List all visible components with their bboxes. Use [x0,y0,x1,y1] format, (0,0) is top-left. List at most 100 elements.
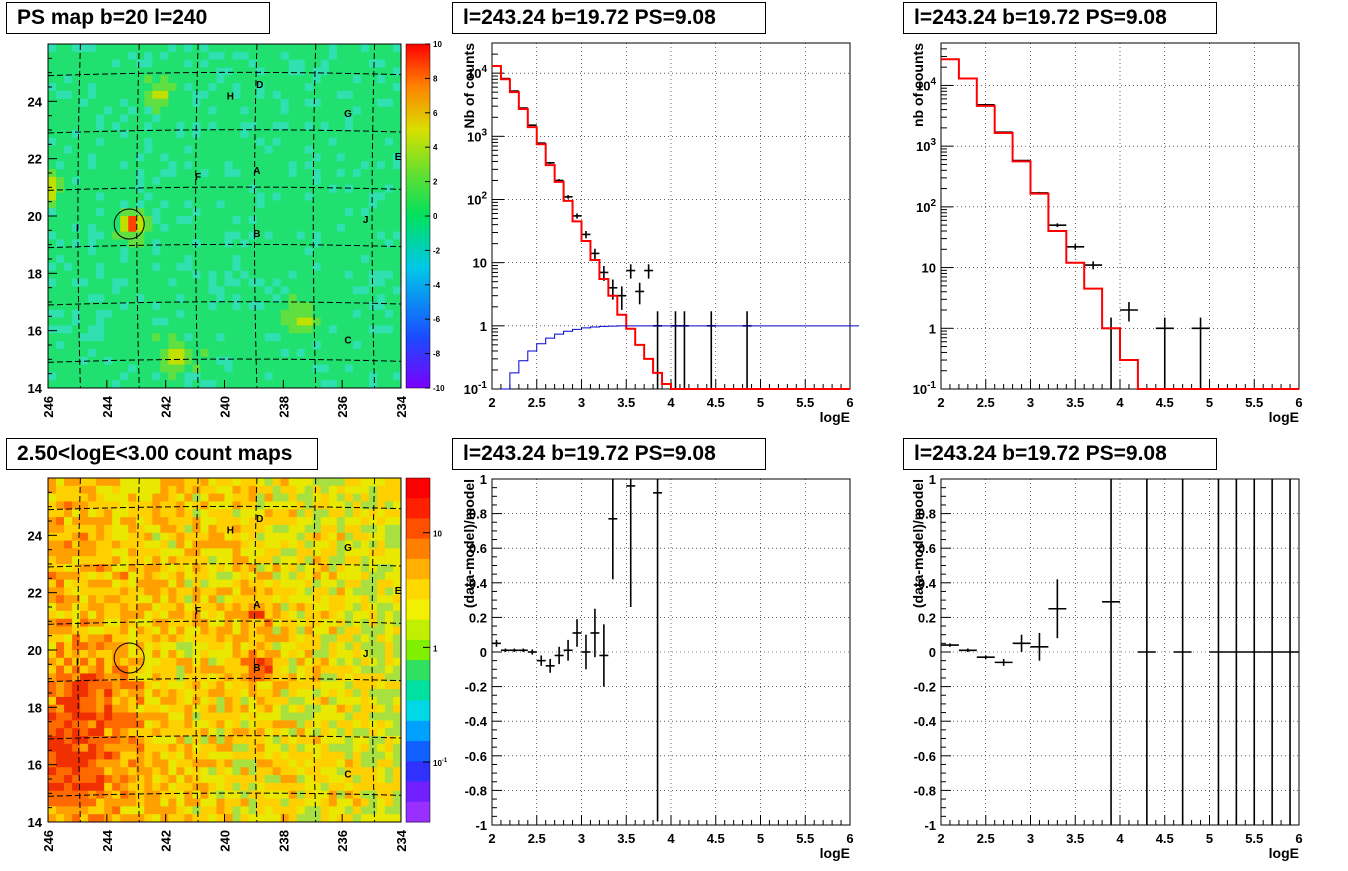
count-map-source-B: B [253,663,260,674]
count-map-xtick: 236 [335,830,350,852]
spectrum-left: 2 2.5 3 3.5 4 4.5 5 5.5 6 10-1 1 10 102 103 104 logE Nb … [461,42,859,425]
spectrum-left-title: l=243.24 b=19.72 PS=9.08 [452,2,766,34]
ps-map-ytick: 14 [28,381,43,396]
residual-right-ytick: -0.4 [914,714,937,729]
count-map-ytick: 20 [28,643,42,658]
residual-left-ytick: 0 [480,645,487,660]
spectrum-right-model-line [941,58,1299,390]
spectrum-left-model-line [492,64,850,390]
residual-right-ytick: -0.2 [914,680,936,695]
count-map: 246 244 242 240 238 236 234 14 16 18 20 22 24 D H G E F A I… [28,477,448,852]
ps-map-ytick: 20 [28,209,42,224]
residual-right-data-point [1012,634,1031,652]
spectrum-left-data-point [626,264,636,279]
residual-right-xtick: 3 [1027,831,1034,846]
residual-right-ytick: 0 [929,645,936,660]
ps-map-xtick: 244 [100,395,115,417]
residual-right-xtick: 4 [1116,831,1124,846]
spectrum-right-data-point [1084,261,1103,270]
residual-left-ytick: 0.6 [469,541,487,556]
residual-right-ytick: 0.8 [918,507,936,522]
ps-map-source-G: G [344,109,352,120]
spectrum-left-data-point [527,124,537,126]
residual-right-data-point [958,648,977,652]
count-map-ytick: 24 [28,528,43,543]
spectrum-left-xtick: 3 [578,395,585,410]
spectrum-right-xtick: 3 [1027,395,1034,410]
residual-left-ytick: -0.2 [465,680,487,695]
spectrum-left-xtick: 2 [488,395,495,410]
residual-right-xtick: 2.5 [977,831,995,846]
spectrum-right-data-point [1120,302,1138,322]
spectrum-right-ylabel: nb of counts [910,43,926,127]
residual-left-data-point [563,639,573,661]
residual-right-data-point [941,643,959,647]
residual-right-ytick: 1 [929,472,936,487]
ps-map-source-C: C [344,335,351,346]
spectrum-left-data-point [545,161,555,164]
spectrum-right-xtick: 2.5 [977,395,995,410]
ps-map-xtick: 236 [335,396,350,418]
residual-left-data-point [653,479,663,822]
residual-right-data-point [1263,479,1282,825]
count-map-xtick: 246 [41,830,56,852]
spectrum-right-xtick: 5 [1206,395,1213,410]
spectrum-right-xtick: 4 [1116,395,1124,410]
ps-map-cbar-tick: 8 [433,74,438,83]
residual-right-data-point [1137,479,1156,825]
ps-map-source-I: I [76,223,79,234]
ps-map-cbar-tick: 10 [433,40,442,49]
spectrum-left-exposure-line [500,325,859,390]
spectrum-left-data-point [671,311,680,389]
spectrum-right-data-point [1191,317,1210,389]
spectrum-right-xtick: 5.5 [1245,395,1263,410]
residual-left-ytick: 0.2 [469,610,487,625]
residual-left-ytick: 1 [480,472,487,487]
residual-right-xtick: 5.5 [1245,831,1263,846]
ps-map-source-circle [113,208,145,240]
ps-map-xtick: 234 [394,395,409,417]
spectrum-left-data-point [572,213,582,219]
count-map-xtick: 244 [100,829,115,851]
count-map-cbar-tick: 1 [433,644,438,653]
spectrum-left-data-point [742,311,752,389]
spectrum-left-data-point [706,311,716,389]
ps-map-ytick: 22 [28,152,42,167]
spectrum-left-ytick: 10 [473,256,487,271]
residual-left-ytick: 0.4 [469,576,488,591]
residual-left-data-point [599,624,609,687]
spectrum-left-data-point [644,264,654,279]
residual-left-data-point [545,658,555,673]
spectrum-right-ytick: 10-1 [913,380,937,397]
spectrum-right-ytick: 103 [916,137,936,154]
residual-left-data-point [492,639,501,647]
spectrum-left-ytick: 104 [467,64,487,81]
residual-left-ytick: 0.8 [469,507,487,522]
ps-map-source-J: J [363,215,369,226]
residual-left-xtick: 4.5 [707,831,725,846]
spectrum-left-xtick: 5.5 [796,395,814,410]
residual-right-xtick: 6 [1295,831,1302,846]
residual-left-data-point [518,648,528,652]
ps-map-source-A: A [253,166,260,177]
count-map-colorbar: 10 1 10-1 [405,477,448,823]
residual-right-data-point [976,655,995,659]
count-map-ytick: 14 [28,815,43,830]
ps-map-source-B: B [253,229,260,240]
ps-map-xtick: 240 [218,396,233,418]
spectrum-right: 2 2.5 3 3.5 4 4.5 5 5.5 6 10-1 1 10 102 103 104 logE nb … [910,42,1303,425]
spectrum-left-xtick: 4 [667,395,675,410]
ps-map-source-D: D [256,80,263,91]
spectrum-right-xtick: 3.5 [1066,395,1084,410]
spectrum-left-xtick: 6 [846,395,853,410]
ps-map-cbar-tick: -4 [433,281,441,290]
residual-right-ytick: -0.6 [914,749,936,764]
spectrum-right-xtick: 6 [1295,395,1302,410]
count-map-source-E: E [395,586,402,597]
count-map-source-C: C [344,769,351,780]
count-map-ytick: 22 [28,586,42,601]
residual-right-ytick: 0.2 [918,610,936,625]
spectrum-right-title: l=243.24 b=19.72 PS=9.08 [903,2,1217,34]
ps-map-source-E: E [395,152,402,163]
